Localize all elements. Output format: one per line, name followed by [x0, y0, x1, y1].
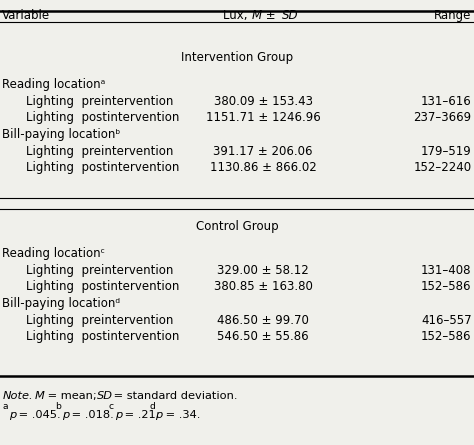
Text: 1151.71 ± 1246.96: 1151.71 ± 1246.96 [206, 110, 320, 124]
Text: p: p [62, 410, 69, 420]
Text: = .34.: = .34. [162, 410, 201, 420]
Text: Lighting  postintervention: Lighting postintervention [26, 110, 180, 124]
Text: Range: Range [434, 9, 472, 22]
Text: Lighting  postintervention: Lighting postintervention [26, 161, 180, 174]
Text: ±: ± [262, 9, 279, 22]
Text: Lighting  preintervention: Lighting preintervention [26, 314, 173, 327]
Text: 329.00 ± 58.12: 329.00 ± 58.12 [217, 263, 309, 277]
Text: Intervention Group: Intervention Group [181, 51, 293, 65]
Text: 416–557: 416–557 [421, 314, 472, 327]
Text: p: p [155, 410, 163, 420]
Text: M: M [251, 9, 261, 22]
Text: 152–586: 152–586 [421, 330, 472, 344]
Text: = mean;: = mean; [44, 391, 100, 401]
Text: 380.09 ± 153.43: 380.09 ± 153.43 [214, 94, 312, 108]
Text: M: M [35, 391, 45, 401]
Text: SD: SD [97, 391, 113, 401]
Text: 179–519: 179–519 [421, 145, 472, 158]
Text: Lux,: Lux, [223, 9, 251, 22]
Text: = .21.: = .21. [121, 410, 160, 420]
Text: Note.: Note. [2, 391, 33, 401]
Text: d: d [149, 402, 155, 411]
Text: 237–3669: 237–3669 [413, 110, 472, 124]
Text: = .045.: = .045. [15, 410, 61, 420]
Text: 391.17 ± 206.06: 391.17 ± 206.06 [213, 145, 313, 158]
Text: 152–586: 152–586 [421, 279, 472, 293]
Text: Lighting  preintervention: Lighting preintervention [26, 94, 173, 108]
Text: = .018.: = .018. [68, 410, 114, 420]
Text: Reading locationᵃ: Reading locationᵃ [2, 78, 106, 91]
Text: 131–408: 131–408 [421, 263, 472, 277]
Text: Variable: Variable [2, 9, 51, 22]
Text: p: p [115, 410, 122, 420]
Text: Lighting  preintervention: Lighting preintervention [26, 263, 173, 277]
Text: Control Group: Control Group [196, 220, 278, 234]
Text: p: p [9, 410, 16, 420]
Text: Bill-paying locationᵈ: Bill-paying locationᵈ [2, 297, 120, 311]
Text: Lighting  preintervention: Lighting preintervention [26, 145, 173, 158]
Text: Bill-paying locationᵇ: Bill-paying locationᵇ [2, 128, 121, 142]
Text: = standard deviation.: = standard deviation. [110, 391, 237, 401]
Text: b: b [55, 402, 61, 411]
Text: 152–2240: 152–2240 [413, 161, 472, 174]
Text: 546.50 ± 55.86: 546.50 ± 55.86 [217, 330, 309, 344]
Text: 131–616: 131–616 [421, 94, 472, 108]
Text: Lighting  postintervention: Lighting postintervention [26, 279, 180, 293]
Text: Lighting  postintervention: Lighting postintervention [26, 330, 180, 344]
Text: 1130.86 ± 866.02: 1130.86 ± 866.02 [210, 161, 317, 174]
Text: SD: SD [282, 9, 299, 22]
Text: Reading locationᶜ: Reading locationᶜ [2, 247, 105, 260]
Text: a: a [2, 402, 8, 411]
Text: c: c [109, 402, 114, 411]
Text: 380.85 ± 163.80: 380.85 ± 163.80 [214, 279, 312, 293]
Text: 486.50 ± 99.70: 486.50 ± 99.70 [217, 314, 309, 327]
